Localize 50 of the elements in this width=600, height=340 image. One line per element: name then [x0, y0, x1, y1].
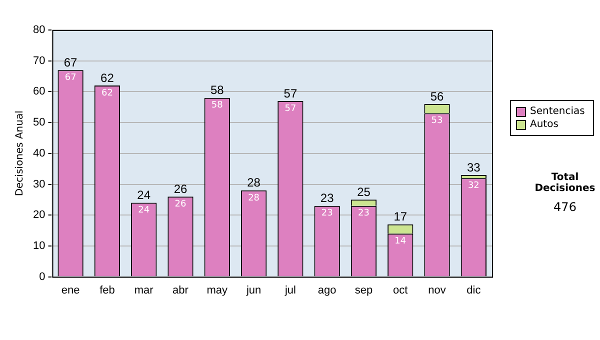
data-label: 57 [284, 104, 296, 114]
x-tick-label: ene [61, 284, 80, 296]
y-tick-label: 70 [32, 54, 46, 67]
total-label: 24 [137, 188, 151, 202]
text: 476 [552, 200, 578, 214]
x-tick-label: nov [428, 284, 446, 296]
data-label: 58 [211, 100, 224, 111]
x-tick-label: jul [284, 284, 296, 296]
x-tick-label: feb [100, 284, 115, 296]
x-tick-label: mar [134, 284, 154, 296]
y-tick-label: 60 [32, 86, 46, 98]
data-label: 62 [101, 88, 113, 98]
total-label: 17 [394, 210, 408, 224]
x-tick-label: sep [354, 284, 373, 296]
x-tick-label: dic [466, 284, 482, 296]
y-tick-label: 20 [32, 209, 46, 222]
y-tick-label: 80 [32, 24, 46, 36]
total-label: 28 [247, 176, 261, 190]
y-axis-title: Decisiones Anual [14, 110, 26, 196]
x-tick-label: abr [172, 284, 189, 296]
y-tick-label: 30 [32, 178, 46, 190]
data-label: 32 [468, 180, 480, 191]
total-label: 56 [430, 89, 444, 104]
total-label: 57 [284, 86, 298, 100]
y-tick-label: 40 [32, 147, 46, 160]
legend-label: Autos [530, 118, 558, 131]
y-tick-label: 0 [39, 270, 46, 283]
total-label: 67 [64, 55, 78, 70]
data-label: 23 [358, 208, 370, 219]
legend-label: Sentencias [530, 105, 585, 118]
total-label: 23 [320, 191, 334, 206]
data-label: 23 [321, 208, 333, 219]
x-tick-label: jun [245, 284, 262, 296]
data-label: 67 [64, 72, 76, 83]
total-label: 26 [174, 182, 188, 196]
data-label: 53 [431, 116, 443, 126]
data-label: 14 [394, 236, 406, 246]
total-label: 33 [466, 160, 481, 174]
data-label: 24 [138, 206, 150, 216]
x-tick-label: ago [318, 284, 336, 296]
data-label: 28 [248, 193, 260, 204]
total-label: 25 [357, 184, 371, 199]
y-tick-label: 10 [32, 240, 46, 252]
data-label: 26 [174, 199, 186, 210]
x-tick-label: oct [393, 284, 408, 296]
y-tick-label: 50 [32, 116, 46, 129]
total-label: 62 [100, 70, 114, 85]
x-tick-label: may [206, 284, 228, 296]
text: Total Decisiones [534, 172, 596, 194]
total-label: 58 [210, 83, 224, 98]
